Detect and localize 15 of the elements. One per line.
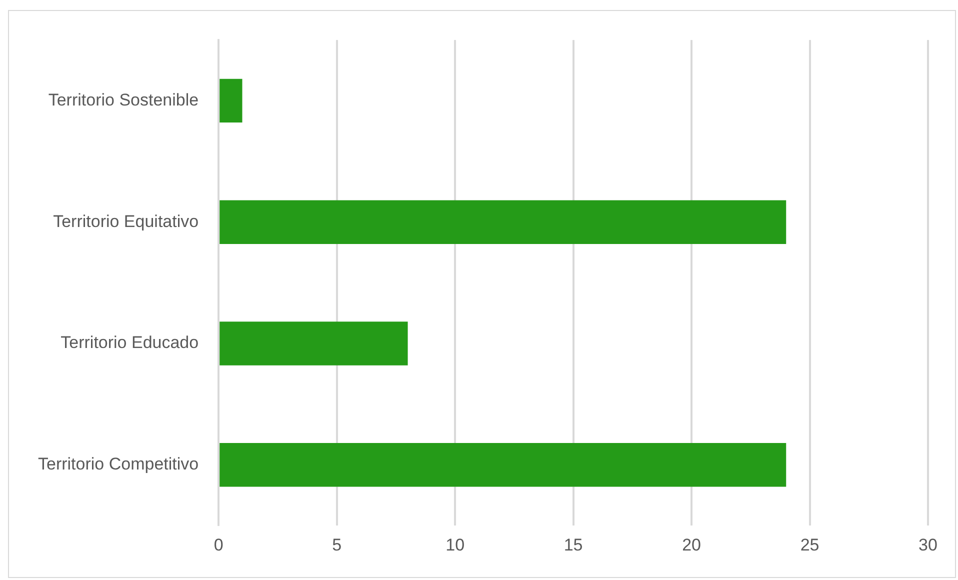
y-tick-label: Territorio Competitivo — [38, 454, 199, 474]
x-tick-label: 0 — [214, 535, 224, 554]
x-tick-label: 20 — [682, 535, 701, 554]
x-tick-label: 5 — [332, 535, 342, 554]
x-tick-label: 15 — [564, 535, 583, 554]
bar — [220, 78, 242, 123]
bar — [220, 443, 786, 487]
x-tick-label: 10 — [446, 535, 465, 554]
y-tick-label: Territorio Sostenible — [48, 90, 199, 110]
bar — [220, 200, 786, 244]
y-tick-label: Territorio Equitativo — [53, 212, 199, 231]
bar — [220, 322, 408, 366]
x-tick-label: 30 — [918, 535, 938, 554]
y-tick-label: Territorio Educado — [60, 333, 199, 352]
x-tick-label: 25 — [800, 535, 820, 554]
